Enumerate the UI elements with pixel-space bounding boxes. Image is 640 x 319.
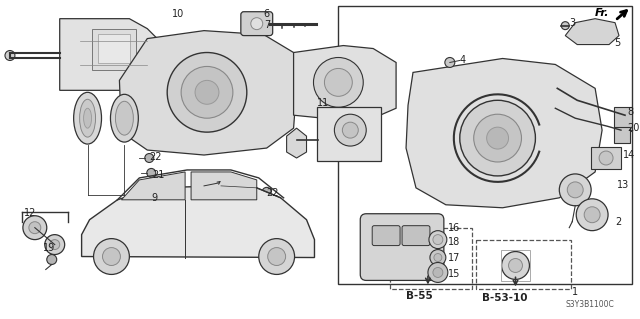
- Circle shape: [47, 255, 57, 264]
- Text: B-53-10: B-53-10: [482, 293, 527, 303]
- Circle shape: [561, 22, 569, 30]
- Text: 5: 5: [614, 38, 620, 48]
- FancyBboxPatch shape: [591, 147, 621, 169]
- Text: 22: 22: [149, 152, 162, 162]
- Text: 7: 7: [264, 20, 270, 30]
- FancyBboxPatch shape: [372, 226, 400, 246]
- Circle shape: [434, 254, 442, 262]
- Polygon shape: [565, 19, 619, 45]
- Ellipse shape: [74, 92, 102, 144]
- Bar: [97, 33, 131, 63]
- Circle shape: [45, 235, 65, 255]
- Text: 1: 1: [572, 287, 579, 297]
- Ellipse shape: [111, 94, 138, 142]
- Circle shape: [584, 207, 600, 223]
- Text: 10: 10: [172, 9, 184, 19]
- Circle shape: [404, 244, 424, 263]
- Circle shape: [599, 151, 613, 165]
- FancyBboxPatch shape: [402, 226, 430, 246]
- Text: 17: 17: [448, 253, 460, 263]
- Polygon shape: [122, 172, 185, 200]
- Circle shape: [334, 114, 366, 146]
- Polygon shape: [294, 46, 396, 120]
- Ellipse shape: [115, 101, 133, 135]
- Polygon shape: [191, 172, 257, 200]
- Text: S3Y3B1100C: S3Y3B1100C: [565, 300, 614, 309]
- Polygon shape: [60, 19, 159, 90]
- Circle shape: [567, 182, 583, 198]
- Text: 9: 9: [151, 193, 157, 203]
- Circle shape: [509, 258, 522, 272]
- Text: 18: 18: [448, 237, 460, 247]
- Circle shape: [445, 57, 455, 67]
- Circle shape: [195, 80, 219, 104]
- Circle shape: [314, 57, 364, 107]
- Circle shape: [474, 114, 522, 162]
- Circle shape: [460, 100, 536, 176]
- Polygon shape: [120, 31, 296, 155]
- FancyBboxPatch shape: [614, 127, 630, 143]
- Circle shape: [268, 248, 285, 265]
- FancyBboxPatch shape: [395, 234, 432, 273]
- Text: 4: 4: [460, 56, 466, 65]
- FancyBboxPatch shape: [614, 107, 632, 131]
- Circle shape: [502, 252, 529, 279]
- Circle shape: [324, 69, 352, 96]
- Circle shape: [576, 199, 608, 231]
- Polygon shape: [82, 186, 314, 257]
- Circle shape: [259, 239, 294, 274]
- Circle shape: [145, 153, 154, 162]
- Bar: [476, 240, 572, 289]
- Text: B-55: B-55: [406, 291, 433, 301]
- Text: Fr.: Fr.: [595, 8, 610, 18]
- Text: 16: 16: [448, 223, 460, 233]
- Circle shape: [428, 263, 448, 282]
- Text: 20: 20: [627, 123, 639, 133]
- Circle shape: [430, 249, 446, 265]
- Bar: [92, 29, 136, 70]
- Circle shape: [433, 235, 443, 245]
- Text: 22: 22: [267, 188, 279, 198]
- Circle shape: [93, 239, 129, 274]
- Circle shape: [486, 127, 509, 149]
- Circle shape: [29, 222, 41, 234]
- Bar: [339, 6, 632, 285]
- Text: 14: 14: [623, 150, 636, 160]
- Ellipse shape: [84, 108, 92, 128]
- Text: 2: 2: [615, 217, 621, 227]
- Circle shape: [50, 240, 60, 249]
- Circle shape: [429, 231, 447, 249]
- Circle shape: [181, 66, 233, 118]
- Circle shape: [251, 18, 263, 30]
- Circle shape: [559, 174, 591, 206]
- Ellipse shape: [79, 99, 95, 137]
- FancyBboxPatch shape: [241, 12, 273, 36]
- Circle shape: [5, 50, 15, 61]
- FancyBboxPatch shape: [317, 107, 381, 161]
- Polygon shape: [287, 128, 307, 158]
- Text: 11: 11: [316, 98, 329, 108]
- Circle shape: [342, 122, 358, 138]
- Circle shape: [433, 267, 443, 278]
- Circle shape: [409, 249, 419, 258]
- Circle shape: [167, 53, 247, 132]
- Text: 21: 21: [152, 170, 164, 180]
- Circle shape: [147, 168, 156, 177]
- Text: 12: 12: [24, 208, 36, 218]
- Text: 15: 15: [448, 270, 460, 279]
- Text: 13: 13: [617, 180, 629, 190]
- Bar: [390, 228, 472, 289]
- Polygon shape: [406, 58, 602, 208]
- Text: 3: 3: [569, 18, 575, 28]
- Text: 8: 8: [627, 107, 633, 117]
- Text: 6: 6: [264, 9, 270, 19]
- Circle shape: [262, 187, 271, 196]
- FancyBboxPatch shape: [360, 214, 444, 280]
- Text: 19: 19: [43, 242, 55, 253]
- Circle shape: [102, 248, 120, 265]
- Circle shape: [23, 216, 47, 240]
